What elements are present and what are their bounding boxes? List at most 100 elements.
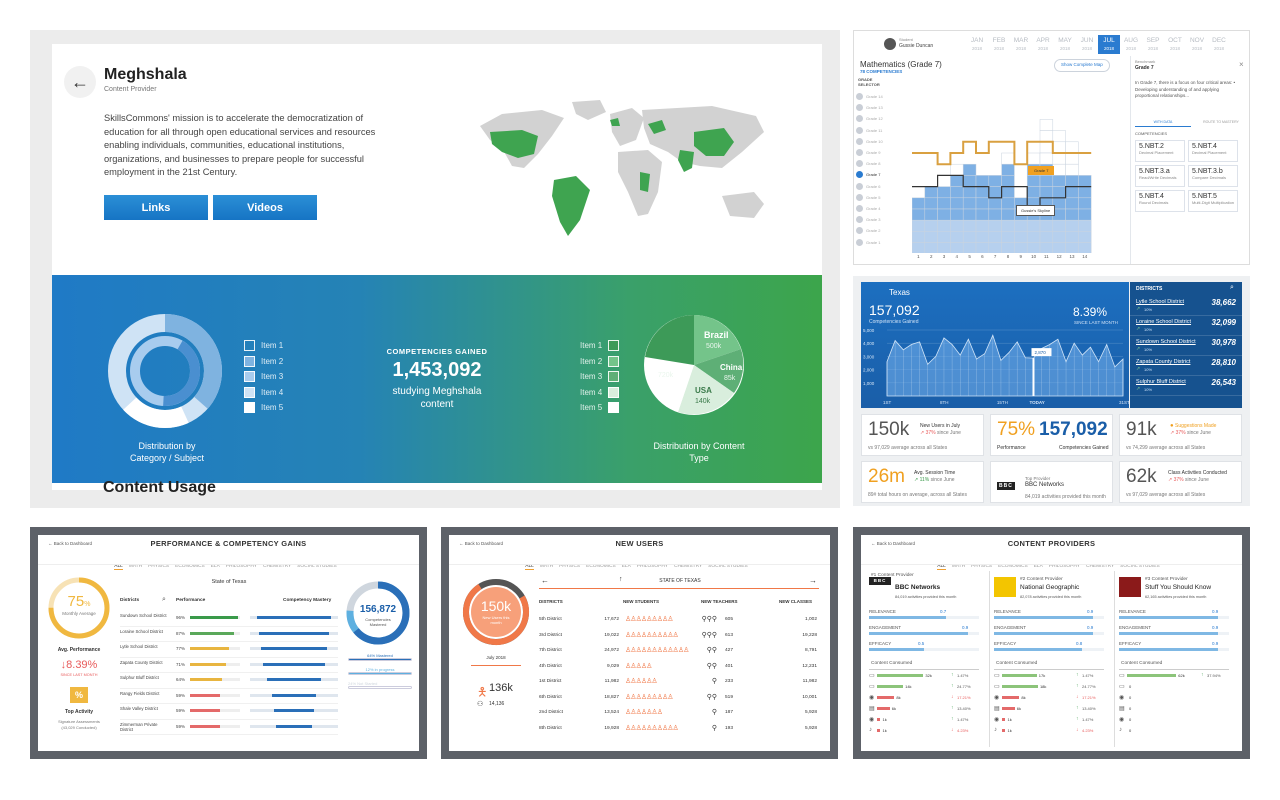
competency-card[interactable]: 5.NBT.3.b Compare Decimals [1188,165,1238,187]
month-dec[interactable]: DEC 2018 [1208,35,1230,54]
grade-item[interactable]: Grade 10 [856,136,883,147]
provider-column[interactable]: #3 Content Provider Stuff You Should Know… [1114,571,1239,747]
district-row[interactable]: Sundown School District 30,978 10% ↗ [1130,336,1242,356]
competency-card[interactable]: 5.NBT.4 Round Decimals [1135,190,1185,212]
subject-tab[interactable]: ALL [525,564,534,570]
competency-card[interactable]: 5.NBT.4 Decimal Placement [1188,140,1238,162]
skyline-chart[interactable] [912,97,1092,253]
grade-item[interactable]: Grade 4 [856,203,883,214]
subject-tab[interactable]: PHYSICS [148,564,170,569]
subject-tab[interactable]: MATH [128,564,143,569]
month-aug[interactable]: AUG 2018 [1120,35,1142,54]
videos-button[interactable]: Videos [213,195,317,220]
district-row[interactable]: Zapata County District 28,810 10% ↗ [1130,356,1242,376]
subject-tab[interactable]: ECONOMICS [998,564,1028,569]
subject-tab[interactable]: SOCIAL STUDIES [297,564,337,569]
table-row[interactable]: Zapata County District 71% [120,658,338,673]
show-complete-map-button[interactable]: Show Complete Map [1054,59,1110,72]
month-may[interactable]: MAY 2018 [1054,35,1076,54]
subject-tab[interactable]: ELA [1033,564,1043,569]
grade-item[interactable]: Grade 11 [856,125,883,136]
month-mar[interactable]: MAR 2018 [1010,35,1032,54]
arrow-left-icon[interactable]: ← [541,576,549,585]
month-jul[interactable]: JUL 2018 [1098,35,1120,54]
arrow-up-icon[interactable]: ↑ [619,576,623,583]
grade-item[interactable]: Grade 5 [856,192,883,203]
competency-card[interactable]: 5.NBT.5 Multi-Digit Multiplication [1188,190,1238,212]
table-row[interactable]: 7th District 24,972 ♙♙♙♙♙♙♙♙♙♙♙♙ ⚲⚲ 427 8,791 [539,644,819,660]
grade-item[interactable]: Grade 3 [856,214,883,225]
grade-item[interactable]: Grade 8 [856,158,883,169]
subject-tab[interactable]: SOCIAL STUDIES [708,564,748,569]
table-row[interactable]: 2nd District 13,524 ♙♙♙♙♙♙♙ ⚲ 187 5,928 [539,706,819,722]
subject-tab[interactable]: SOCIAL STUDIES [1120,564,1160,569]
grade-item[interactable]: Grade 1 [856,236,883,247]
subject-tab[interactable]: ECONOMICS [586,564,616,569]
month-nov[interactable]: NOV 2018 [1186,35,1208,54]
district-name[interactable]: Loraine School District [1136,319,1192,325]
back-to-dashboard-link[interactable]: ← Back to Dashboard [48,541,93,546]
subject-tab[interactable]: MATH [539,564,554,569]
month-feb[interactable]: FEB 2018 [988,35,1010,54]
subject-tab[interactable]: CHEMISTRY [674,564,703,569]
month-jun[interactable]: JUN 2018 [1076,35,1098,54]
links-button[interactable]: Links [104,195,208,220]
grade-item[interactable]: Grade 14 [856,91,883,102]
back-arrow-icon[interactable]: ← [64,66,96,98]
district-row[interactable]: Sulphur Bluff District 26,543 10% ↗ [1130,376,1242,396]
table-row[interactable]: Loraine School District 87% [120,627,338,642]
competency-card[interactable]: 5.NBT.3.a Read/Write Decimals [1135,165,1185,187]
table-row[interactable]: 4th District 9,029 ♙♙♙♙♙ ⚲⚲ 401 12,231 [539,660,819,676]
table-row[interactable]: Lytle School District 77% [120,642,338,658]
table-row[interactable]: Sundown School District 96% [120,611,338,627]
grade-item[interactable]: Grade 7 [856,169,883,180]
table-row[interactable]: Shale Valley District 59% [120,704,338,720]
district-name[interactable]: Lytle School District [1136,299,1185,305]
table-row[interactable]: 8th District 19,928 ♙♙♙♙♙♙♙♙♙♙ ⚲ 193 5,928 [539,722,819,738]
table-row[interactable]: 1st District 11,982 ♙♙♙♙♙♙ ⚲ 233 11,982 [539,675,819,691]
subject-tab[interactable]: ECONOMICS [175,564,205,569]
district-row[interactable]: Loraine School District 32,099 10% ↗ [1130,316,1242,336]
search-icon[interactable]: ⌕ [162,596,166,603]
table-row[interactable]: 6th District 18,827 ♙♙♙♙♙♙♙♙♙ ⚲⚲ 519 10,001 [539,691,819,707]
subject-tab[interactable]: ALL [937,564,946,570]
grade-item[interactable]: Grade 9 [856,147,883,158]
competency-card[interactable]: 5.NBT.2 Decimal Placement [1135,140,1185,162]
district-name[interactable]: Zapata County District [1136,359,1191,365]
table-row[interactable]: Sulphur Bluff District 64% [120,673,338,689]
table-row[interactable]: 3rd District 19,022 ♙♙♙♙♙♙♙♙♙♙ ⚲⚲⚲ 613 19,228 [539,629,819,645]
subject-tab[interactable]: PHYSICS [559,564,581,569]
month-sep[interactable]: SEP 2018 [1142,35,1164,54]
district-name[interactable]: Sulphur Bluff District [1136,379,1186,385]
grade-item[interactable]: Grade 2 [856,225,883,236]
provider-column[interactable]: BBC #1 Content Provider BBC Networks 84,019… [865,571,989,747]
month-oct[interactable]: OCT 2018 [1164,35,1186,54]
subject-tab[interactable]: PHILOSOPHY [636,564,668,569]
subject-tab[interactable]: MATH [951,564,966,569]
table-row[interactable]: Zimmerman Private District 59% [120,720,338,735]
table-row[interactable]: Rangy Fields District 59% [120,689,338,704]
table-row[interactable]: 5th District 17,672 ♙♙♙♙♙♙♙♙♙ ⚲⚲⚲ 605 1,002 [539,613,819,629]
subject-tab[interactable]: PHYSICS [971,564,993,569]
subject-tab[interactable]: ELA [621,564,631,569]
grade-item[interactable]: Grade 6 [856,181,883,192]
subject-tab[interactable]: PHILOSOPHY [1048,564,1080,569]
provider-column[interactable]: #2 Content Provider National Geographic 82… [989,571,1114,747]
search-icon[interactable]: ⌕ [1230,284,1234,291]
subject-tab[interactable]: ELA [210,564,220,569]
month-jan[interactable]: JAN 2018 [966,35,988,54]
arrow-right-icon[interactable]: → [809,576,817,585]
grade-item[interactable]: Grade 13 [856,102,883,113]
district-row[interactable]: Lytle School District 38,662 10% ↗ [1130,296,1242,316]
subject-tab[interactable]: CHEMISTRY [263,564,292,569]
close-icon[interactable]: × [1239,60,1244,69]
back-to-dashboard-link[interactable]: ← Back to Dashboard [871,541,916,546]
back-to-dashboard-link[interactable]: ← Back to Dashboard [459,541,504,546]
district-name[interactable]: Sundown School District [1136,339,1196,345]
month-apr[interactable]: APR 2018 [1032,35,1054,54]
subject-tab[interactable]: ALL [114,564,123,570]
tab-with-data[interactable]: WITH DATA [1135,120,1191,127]
tab-route-to-mastery[interactable]: ROUTE TO MASTERY [1203,120,1239,124]
subject-tab[interactable]: PHILOSOPHY [225,564,257,569]
grade-item[interactable]: Grade 12 [856,113,883,124]
